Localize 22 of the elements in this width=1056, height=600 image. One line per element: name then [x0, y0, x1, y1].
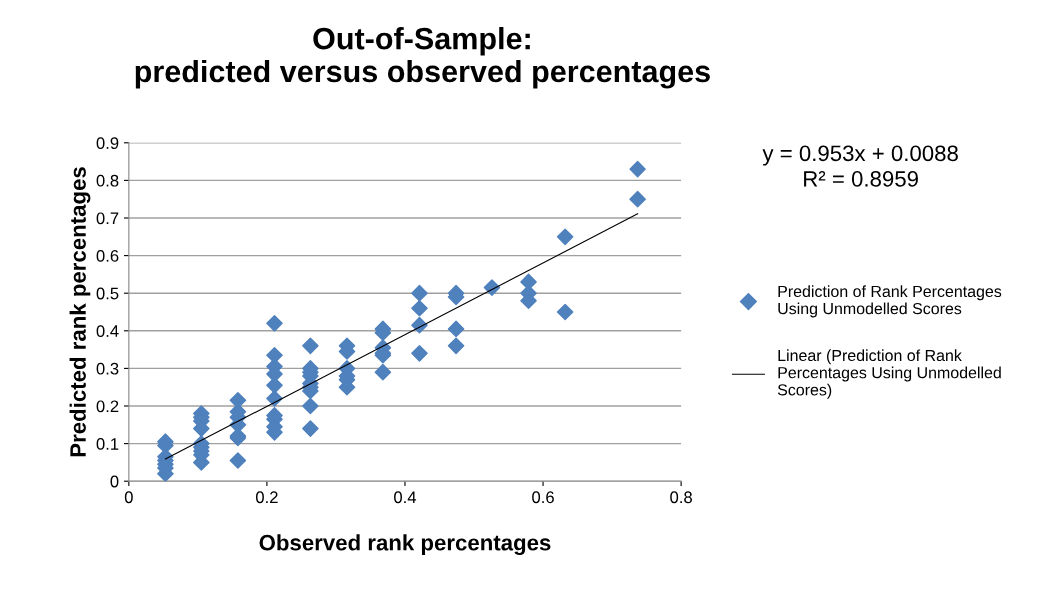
y-tick-label: 0.5	[96, 287, 119, 300]
text: R² = 0.8959	[804, 171, 918, 187]
y-tick-label: 0.2	[96, 400, 119, 413]
y-tick-label: 0.9	[96, 137, 119, 149]
x-axis-title: Observed rank percentages	[259, 534, 551, 556]
x-tick-label: 0.4	[394, 491, 417, 504]
text: y = 0.953x + 0.0088	[762, 145, 958, 166]
y-tick-label: 0	[110, 475, 119, 488]
chart-title: Out-of-Sample: predicted versus observed percentages	[135, 27, 710, 89]
x-tick-label: 0.8	[670, 491, 692, 504]
y-tick-label: 0.7	[96, 212, 119, 225]
y-tick-label: 0.6	[96, 250, 119, 262]
y-tick-label: 0.8	[96, 174, 119, 187]
x-tick-label: 0.2	[255, 491, 278, 504]
y-axis-title: Predicted rank percentages	[69, 167, 91, 457]
legend-label: Linear (Prediction of Rank Percentages Using Unmodelled Scores)	[777, 349, 1001, 399]
x-tick-label: 0.6	[532, 491, 554, 504]
y-tick-label: 0.3	[96, 362, 119, 375]
y-tick-label: 0.1	[96, 438, 119, 450]
legend-label: Prediction of Rank Percentages Using Unmodelled Scores	[778, 285, 1002, 318]
x-tick-label: 0	[124, 491, 133, 504]
y-tick-label: 0.4	[96, 325, 119, 337]
